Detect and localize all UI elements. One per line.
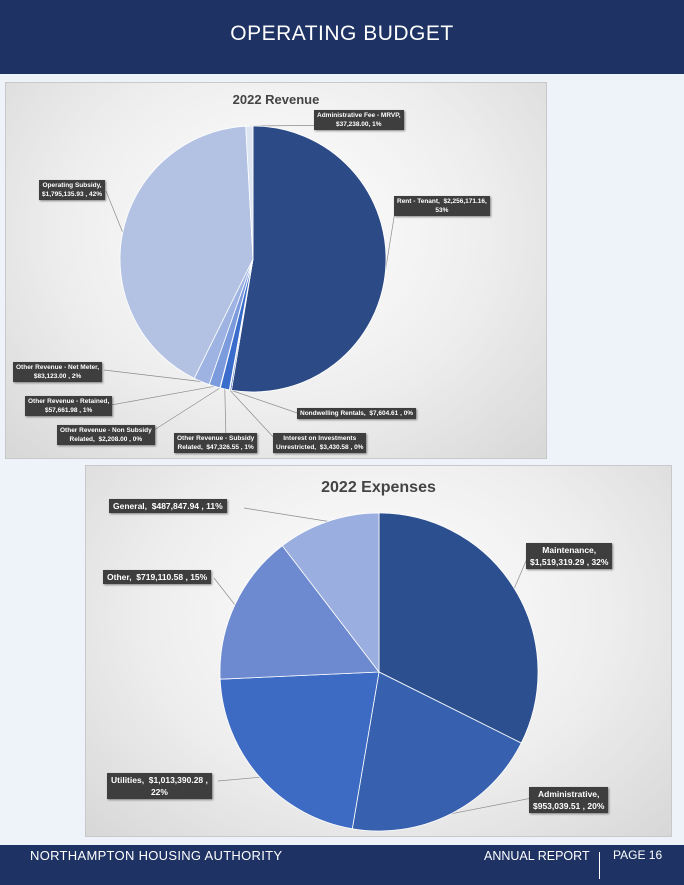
revenue-slice-rent-tenant bbox=[230, 125, 387, 393]
revenue-leader-line-operating-subsidy bbox=[105, 190, 124, 233]
footer-divider bbox=[599, 852, 600, 879]
expenses-label-utilities: Utilities, $1,013,390.28 , 22% bbox=[107, 773, 212, 799]
revenue-label-non-subsidy-related: Other Revenue - Non Subsidy Related, $2,… bbox=[57, 425, 155, 445]
revenue-label-operating-subsidy: Operating Subsidy, $1,795,135.93 , 42% bbox=[39, 180, 106, 200]
expenses-label-general: General, $487,847.94 , 11% bbox=[109, 499, 227, 513]
revenue-label-subsidy-related: Other Revenue - Subsidy Related, $47,326… bbox=[174, 433, 258, 453]
expenses-chart: 2022 Expenses Maintenance, $1,519,319.29… bbox=[85, 465, 672, 837]
expenses-chart-title: 2022 Expenses bbox=[321, 479, 436, 496]
revenue-leader-line-other-revenue-net-meter bbox=[103, 369, 202, 383]
page-header: OPERATING BUDGET bbox=[0, 0, 684, 74]
revenue-label-rent-tenant: Rent - Tenant, $2,256,171.16, 53% bbox=[394, 196, 490, 216]
report-name: ANNUAL REPORT bbox=[484, 849, 590, 863]
revenue-slice-administrative-fee-mrvp bbox=[245, 125, 254, 260]
revenue-label-nondwelling-rentals: Nondwelling Rentals, $7,604.61 , 0% bbox=[297, 408, 417, 419]
revenue-pie-svg bbox=[103, 124, 397, 441]
expenses-slice-utilities bbox=[219, 671, 380, 830]
revenue-label-net-meter: Other Revenue - Net Meter, $83,123.00 , … bbox=[13, 362, 103, 382]
revenue-chart-title: 2022 Revenue bbox=[232, 92, 320, 107]
expenses-leader-line-utilities bbox=[217, 776, 260, 782]
expenses-label-other: Other, $719,110.58 , 15% bbox=[103, 570, 212, 584]
expenses-slice-general bbox=[281, 512, 380, 674]
revenue-leader-line-interest-on-investments-unrestricted bbox=[229, 389, 277, 441]
revenue-chart: 2022 Revenue Rent - Tenant, $2,256,171.1… bbox=[5, 82, 547, 459]
expenses-slice-maintenance bbox=[378, 512, 539, 744]
expenses-label-maintenance: Maintenance, $1,519,319.29 , 32% bbox=[526, 543, 613, 569]
expenses-pie-svg bbox=[213, 507, 539, 832]
page-number: PAGE 16 bbox=[613, 848, 663, 862]
expenses-slice-other bbox=[219, 545, 380, 680]
expenses-leader-line-other bbox=[213, 577, 236, 606]
revenue-label-interest-on-investments: Interest on Investments Unrestricted, $3… bbox=[273, 433, 367, 453]
expenses-leader-line-administrative bbox=[450, 797, 533, 815]
revenue-label-administrative-fee: Administrative Fee - MRVP, $37,238.00, 1… bbox=[314, 110, 404, 130]
revenue-slice-operating-subsidy bbox=[119, 125, 254, 379]
expenses-leader-line-general bbox=[243, 507, 329, 522]
page-title: OPERATING BUDGET bbox=[230, 22, 454, 45]
expenses-slice-administrative bbox=[351, 671, 522, 832]
revenue-leader-line-other-revenue-non-subsidy-related bbox=[150, 387, 221, 433]
revenue-label-retained: Other Revenue - Retained, $57,661.98 , 1… bbox=[25, 396, 113, 416]
expenses-label-administrative: Administrative, $953,039.51 , 20% bbox=[529, 787, 609, 813]
organization-name: NORTHAMPTON HOUSING AUTHORITY bbox=[30, 848, 283, 863]
page-footer: NORTHAMPTON HOUSING AUTHORITY ANNUAL REP… bbox=[0, 845, 684, 885]
revenue-leader-line-other-revenue-subsidy-related bbox=[224, 388, 227, 441]
revenue-leader-line-nondwelling-rentals bbox=[230, 389, 307, 417]
revenue-leader-line-other-revenue-retained bbox=[110, 385, 215, 406]
